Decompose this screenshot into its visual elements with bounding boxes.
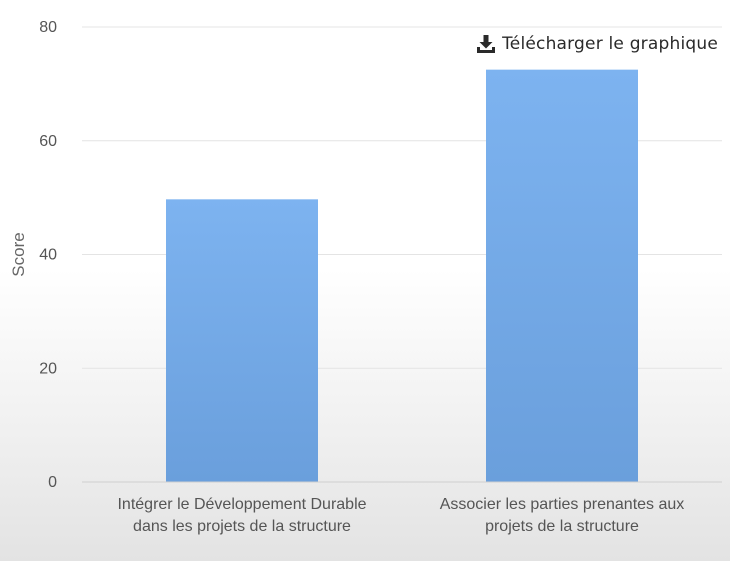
x-category-label: Intégrer le Développement Durable dans le…	[117, 496, 366, 535]
y-tick-label: 80	[39, 19, 57, 36]
bar[interactable]	[166, 199, 318, 483]
y-tick-label: 20	[39, 360, 57, 377]
y-axis-ticks: 0 20 40 60 80	[39, 19, 57, 491]
y-tick-label: 0	[48, 474, 57, 491]
x-category-label: Associer les parties prenantes aux projet…	[440, 496, 685, 535]
y-tick-label: 60	[39, 133, 57, 150]
bars	[166, 69, 638, 483]
y-axis-title: Score	[9, 232, 28, 276]
download-label: Télécharger le graphique	[502, 34, 718, 54]
y-tick-label: 40	[39, 247, 57, 264]
download-chart-button[interactable]: Télécharger le graphique	[476, 34, 718, 54]
bar[interactable]	[486, 69, 638, 482]
download-icon	[476, 34, 496, 54]
x-axis-categories: Intégrer le Développement Durable dans le…	[117, 496, 684, 535]
